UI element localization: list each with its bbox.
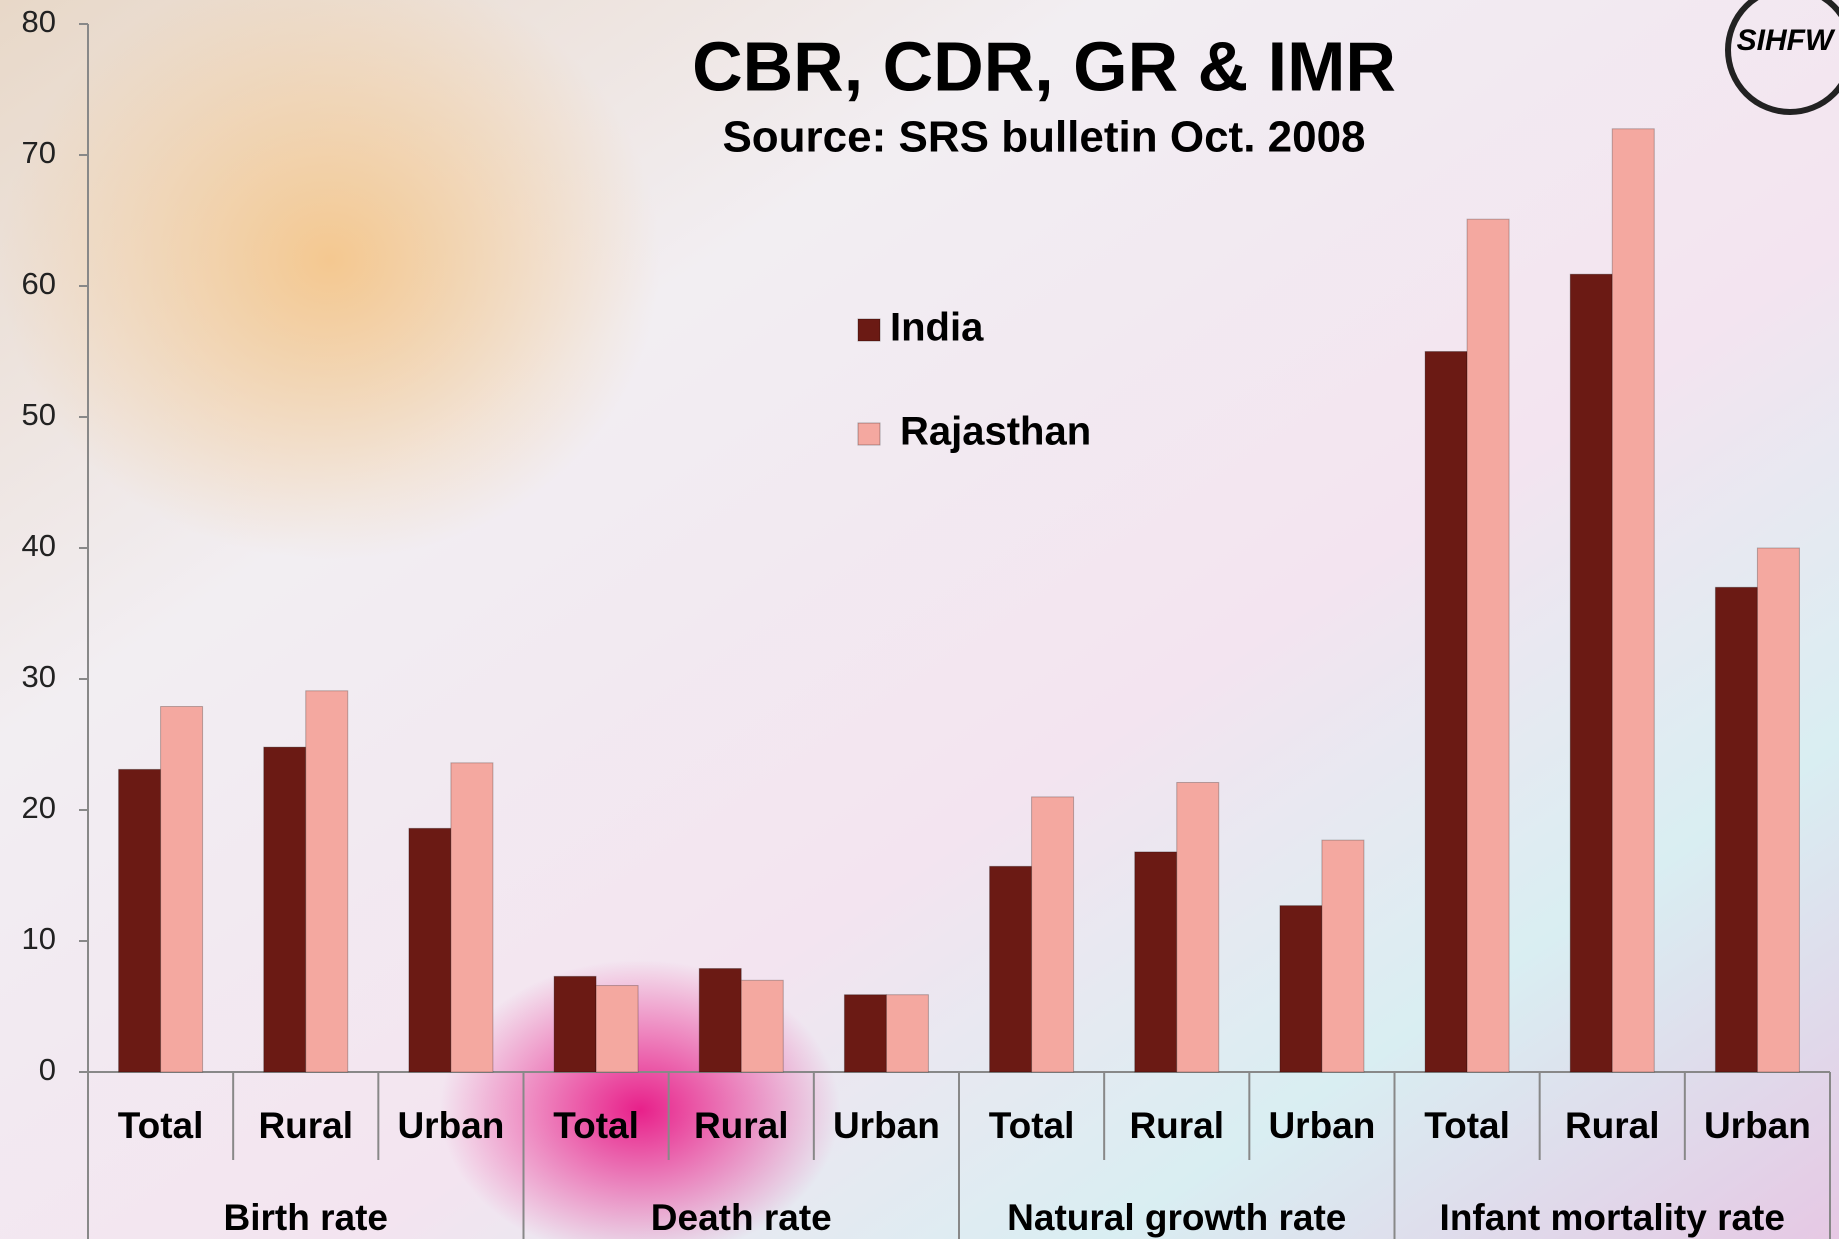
group-label: Death rate bbox=[651, 1197, 832, 1238]
bar bbox=[1280, 906, 1322, 1072]
x-tick-label: Total bbox=[118, 1105, 204, 1146]
group-label: Natural growth rate bbox=[1007, 1197, 1346, 1238]
chart: CBR, CDR, GR & IMR Source: SRS bulletin … bbox=[0, 0, 1839, 1239]
legend-label: Rajasthan bbox=[900, 410, 1091, 454]
y-tick-label: 70 bbox=[22, 135, 56, 170]
group-label: Infant mortality rate bbox=[1440, 1197, 1785, 1238]
y-tick-label: 0 bbox=[39, 1052, 56, 1087]
bar bbox=[844, 995, 886, 1072]
x-tick-label: Rural bbox=[1129, 1105, 1224, 1146]
y-tick-label: 80 bbox=[22, 4, 56, 39]
legend-swatch bbox=[858, 423, 880, 445]
x-tick-label: Urban bbox=[833, 1105, 940, 1146]
bar bbox=[409, 828, 451, 1072]
chart-title: CBR, CDR, GR & IMR bbox=[692, 27, 1396, 105]
bar bbox=[1715, 587, 1757, 1072]
x-tick-label: Rural bbox=[1565, 1105, 1660, 1146]
legend-swatch bbox=[858, 319, 880, 341]
bar bbox=[1570, 274, 1612, 1072]
y-tick-label: 50 bbox=[22, 397, 56, 432]
x-tick-label: Total bbox=[553, 1105, 639, 1146]
bar bbox=[1757, 548, 1799, 1072]
bar bbox=[306, 691, 348, 1072]
y-tick-label: 40 bbox=[22, 528, 56, 563]
bar bbox=[886, 995, 928, 1072]
bar bbox=[1425, 352, 1467, 1073]
legend-label: India bbox=[890, 306, 984, 350]
x-tick-label: Rural bbox=[258, 1105, 353, 1146]
y-tick-label: 10 bbox=[22, 921, 56, 956]
y-tick-label: 20 bbox=[22, 790, 56, 825]
bar bbox=[1032, 797, 1074, 1072]
bar bbox=[161, 707, 203, 1072]
x-tick-label: Urban bbox=[1704, 1105, 1811, 1146]
bar bbox=[119, 769, 161, 1072]
x-tick-label: Rural bbox=[694, 1105, 789, 1146]
bar bbox=[1322, 840, 1364, 1072]
bar bbox=[1612, 129, 1654, 1072]
page: {"chart_data": {"type": "bar", "title": … bbox=[0, 0, 1839, 1239]
bar bbox=[596, 986, 638, 1072]
y-tick-label: 30 bbox=[22, 659, 56, 694]
x-tick-label: Total bbox=[989, 1105, 1075, 1146]
bar bbox=[554, 976, 596, 1072]
bar bbox=[990, 866, 1032, 1072]
x-tick-label: Urban bbox=[397, 1105, 504, 1146]
group-label: Birth rate bbox=[224, 1197, 388, 1238]
bar bbox=[451, 763, 493, 1072]
bar bbox=[741, 980, 783, 1072]
bar bbox=[1177, 782, 1219, 1072]
logo-text: SIHFW bbox=[1737, 24, 1836, 57]
bar bbox=[699, 969, 741, 1072]
bar bbox=[1467, 219, 1509, 1072]
y-tick-label: 60 bbox=[22, 266, 56, 301]
chart-subtitle: Source: SRS bulletin Oct. 2008 bbox=[722, 113, 1365, 162]
x-tick-label: Total bbox=[1424, 1105, 1510, 1146]
x-tick-label: Urban bbox=[1268, 1105, 1375, 1146]
bar bbox=[1135, 852, 1177, 1072]
bar bbox=[264, 747, 306, 1072]
